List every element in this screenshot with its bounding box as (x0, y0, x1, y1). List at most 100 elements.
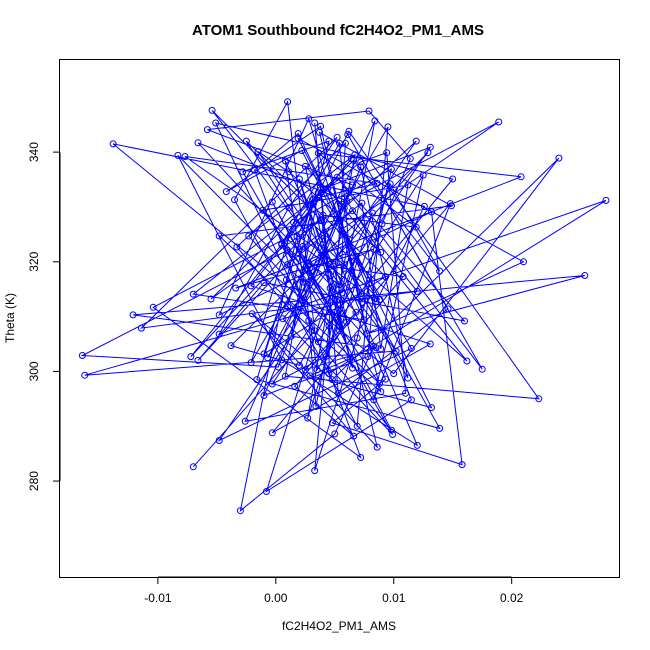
data-point (239, 168, 247, 176)
data-point (187, 353, 195, 361)
data-point (316, 128, 323, 136)
data-point (285, 204, 293, 211)
data-point (232, 284, 240, 292)
data-point (233, 243, 241, 251)
data-point (370, 396, 378, 404)
data-point (383, 149, 391, 157)
data-point (372, 344, 380, 352)
data-point (369, 209, 376, 217)
data-point (251, 166, 259, 174)
data-point (311, 327, 319, 335)
data-point (343, 318, 351, 326)
data-point (281, 157, 289, 165)
data-point (581, 272, 589, 279)
data-point (334, 389, 342, 397)
data-point (290, 218, 297, 226)
data-point (378, 220, 386, 228)
data-point (215, 437, 223, 444)
data-point (215, 311, 223, 319)
data-point (373, 443, 381, 451)
data-point (448, 202, 455, 210)
data-point (336, 327, 343, 335)
data-point (260, 279, 268, 287)
data-point (387, 165, 395, 173)
data-point (412, 223, 420, 231)
x-tick-label: 0.01 (382, 591, 406, 605)
data-point (357, 454, 365, 461)
data-point (331, 430, 339, 438)
data-point (305, 316, 313, 324)
data-point (325, 269, 333, 277)
data-point (78, 352, 86, 359)
data-point (428, 404, 435, 412)
data-point (264, 354, 272, 362)
data-point (344, 131, 352, 139)
data-point (350, 432, 358, 440)
data-point (310, 195, 318, 203)
data-point (194, 356, 202, 364)
x-axis: -0.01 0.00 0.01 0.02 (144, 576, 524, 605)
data-point (326, 284, 334, 292)
data-point (436, 424, 444, 432)
data-point (461, 317, 468, 325)
data-point (274, 363, 282, 371)
data-point (419, 171, 427, 179)
chart-title: ATOM1 Southbound fC2H4O2_PM1_AMS (192, 22, 484, 39)
data-point (268, 330, 276, 338)
data-point (377, 345, 385, 353)
data-point (347, 155, 355, 163)
data-point (81, 371, 89, 379)
data-point (365, 280, 373, 288)
data-point (268, 380, 276, 388)
data-point (346, 355, 354, 363)
data-point (305, 115, 313, 123)
y-tick-label: 300 (27, 361, 41, 381)
data-point (345, 235, 353, 243)
data-point (305, 259, 313, 267)
data-point (340, 204, 348, 212)
data-point (241, 417, 249, 425)
data-point (247, 282, 255, 290)
data-point (390, 370, 398, 378)
data-point (247, 359, 255, 367)
data-point (376, 296, 384, 304)
data-point (352, 308, 360, 316)
data-point (345, 127, 353, 135)
data-point (420, 202, 428, 210)
y-tick-label: 320 (27, 251, 41, 271)
data-point (331, 296, 339, 304)
data-point (304, 414, 312, 422)
data-point (407, 344, 415, 352)
data-point (428, 208, 435, 216)
data-point (352, 252, 360, 260)
data-point (298, 147, 306, 154)
data-point (377, 388, 385, 396)
data-point (279, 315, 287, 323)
data-point (340, 264, 348, 272)
data-point (555, 154, 563, 162)
y-tick-label: 280 (27, 471, 41, 491)
data-point (227, 342, 235, 350)
data-point (353, 422, 361, 430)
data-point (189, 463, 197, 471)
data-point (284, 303, 292, 311)
data-point (399, 273, 407, 281)
data-point (402, 389, 409, 397)
data-point (328, 376, 336, 384)
data-point (311, 467, 319, 475)
data-point (312, 403, 320, 410)
data-point (278, 241, 286, 249)
x-tick-label: 0.02 (500, 591, 524, 605)
data-point (181, 153, 189, 160)
data-point (495, 118, 503, 126)
data-point (407, 396, 415, 404)
data-point (349, 181, 356, 189)
data-point (406, 155, 414, 163)
data-point (215, 232, 223, 240)
data-point (517, 173, 525, 181)
data-point (333, 133, 341, 141)
data-point (463, 357, 471, 365)
data-point (384, 123, 392, 131)
data-point (285, 168, 293, 176)
data-point (373, 179, 381, 187)
